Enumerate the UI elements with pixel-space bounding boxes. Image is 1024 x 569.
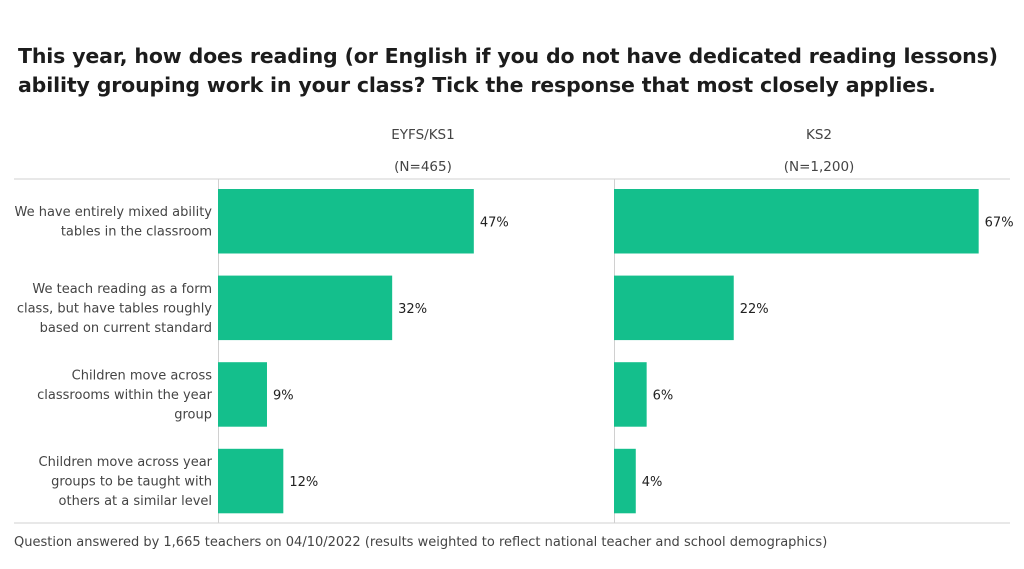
bar xyxy=(218,275,393,341)
data-label: 32% xyxy=(398,302,427,317)
data-label: 4% xyxy=(642,475,663,490)
data-label: 6% xyxy=(653,388,674,403)
category-label: groups to be taught with xyxy=(51,475,212,490)
bar xyxy=(614,275,734,341)
category-label: class, but have tables roughly xyxy=(17,301,212,316)
bar xyxy=(218,448,284,514)
category-label: group xyxy=(174,407,212,422)
category-label: tables in the classroom xyxy=(61,225,212,240)
panel-sample-size: (N=465) xyxy=(394,159,452,175)
category-label: We have entirely mixed ability xyxy=(15,205,213,220)
bar xyxy=(614,189,979,254)
panel-title: KS2 xyxy=(806,127,832,143)
data-label: 9% xyxy=(273,388,294,403)
bar xyxy=(614,448,636,514)
data-label: 47% xyxy=(480,215,509,230)
bar xyxy=(218,189,474,254)
chart-title: This year, how does reading (or English … xyxy=(18,44,998,97)
data-label: 22% xyxy=(740,302,769,317)
footnote: Question answered by 1,665 teachers on 0… xyxy=(14,535,828,550)
category-label: Children move across xyxy=(72,368,213,383)
data-label: 67% xyxy=(985,215,1014,230)
data-label: 12% xyxy=(289,475,318,490)
bar xyxy=(614,362,647,427)
category-label: Children move across year xyxy=(39,455,213,470)
category-label: classrooms within the year xyxy=(37,388,212,403)
category-label: based on current standard xyxy=(40,321,212,336)
panel-sample-size: (N=1,200) xyxy=(784,159,855,175)
panel-title: EYFS/KS1 xyxy=(391,127,454,143)
bar xyxy=(218,362,267,427)
category-label: others at a similar level xyxy=(59,494,212,509)
category-label: We teach reading as a form xyxy=(32,282,212,297)
